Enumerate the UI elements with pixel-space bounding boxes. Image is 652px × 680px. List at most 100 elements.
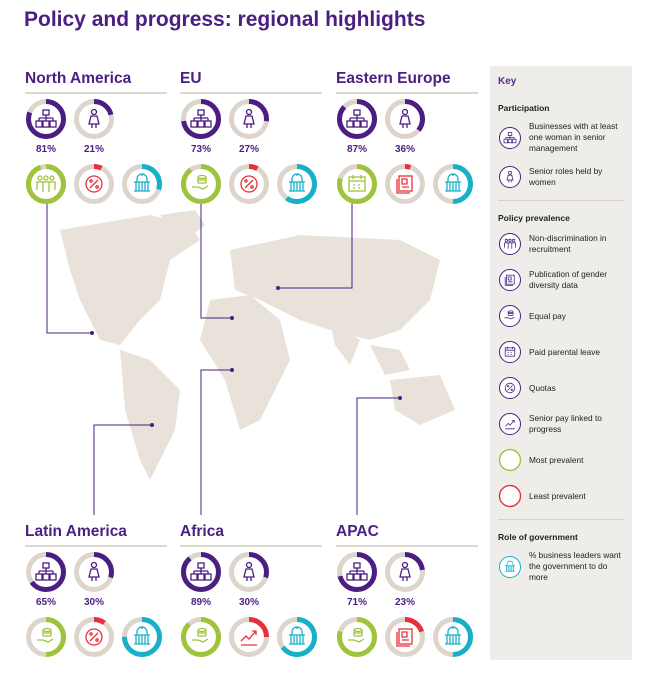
participation-percent: 36% — [394, 144, 415, 155]
participation-ring — [385, 552, 425, 592]
participation-percent: 71% — [346, 597, 367, 608]
ring-fill — [433, 617, 473, 657]
key-item-label: Senior roles held by women — [529, 166, 603, 187]
org-chart-icon — [346, 562, 368, 581]
region-title: North America — [25, 70, 167, 94]
key-government-heading: Role of government — [498, 532, 578, 542]
key-item-label: Senior pay linked to progress — [529, 413, 602, 434]
ring-fill — [74, 99, 114, 139]
participation-ring — [385, 99, 425, 139]
ring-fill — [337, 99, 377, 139]
ring-fill — [337, 552, 377, 592]
region-title: APAC — [336, 523, 478, 547]
policy-ring-most — [337, 164, 377, 204]
participation-percent: 30% — [83, 597, 104, 608]
woman-icon — [243, 561, 255, 581]
people-icon — [36, 175, 56, 192]
policy-ring-most — [337, 617, 377, 657]
calendar-icon — [499, 341, 521, 363]
participation-ring — [74, 552, 114, 592]
ring-fill — [181, 617, 221, 657]
government-icon — [499, 555, 521, 578]
ring-fill — [385, 617, 425, 657]
key-item: % business leaders want the government t… — [498, 550, 624, 583]
ring-fill — [122, 164, 162, 204]
ring-fill — [181, 164, 221, 204]
ring-fill — [122, 617, 162, 657]
ring-fill — [26, 552, 66, 592]
participation-ring — [337, 552, 377, 592]
region-title: EU — [180, 70, 322, 94]
key-title: Key — [498, 76, 517, 87]
woman-icon — [499, 166, 521, 188]
ring-fill — [74, 164, 114, 204]
region-north-america: North America 81% 21% — [25, 70, 167, 210]
key-item-label: Most prevalent — [529, 454, 584, 465]
ring-fill — [26, 99, 66, 139]
woman-icon — [399, 561, 411, 581]
key-participation-heading: Participation — [498, 103, 550, 113]
policy-ring-least — [229, 617, 269, 657]
connector-lines — [46, 195, 400, 515]
key-item: Equal pay — [498, 303, 624, 329]
ring-fill — [229, 617, 269, 657]
participation-percent: 73% — [190, 144, 211, 155]
document-icon — [396, 175, 413, 194]
ring-fill — [433, 164, 473, 204]
ring-fill — [337, 617, 377, 657]
ring-fill — [181, 99, 221, 139]
trend-icon — [240, 630, 257, 646]
key-item: Senior pay linked to progress — [498, 411, 624, 437]
ring-fill — [229, 99, 269, 139]
key-item: Publication of gender diversity data — [498, 267, 624, 293]
key-item: Least prevalent — [498, 483, 624, 509]
policy-ring-government — [122, 164, 162, 204]
participation-ring — [26, 552, 66, 592]
key-policy-heading: Policy prevalence — [498, 213, 570, 223]
org-chart-icon — [499, 126, 521, 149]
participation-ring — [181, 552, 221, 592]
key-item-label: Equal pay — [529, 310, 566, 321]
region-apac: APAC 71% 23% — [336, 523, 478, 663]
equal-pay-icon — [499, 305, 521, 327]
region-eastern-europe: Eastern Europe 87% 36% — [336, 70, 478, 210]
ring-fill — [277, 617, 317, 657]
government-icon — [134, 626, 150, 645]
government-icon — [445, 626, 461, 645]
document-icon — [499, 269, 521, 291]
participation-ring — [337, 99, 377, 139]
policy-ring-least — [385, 164, 425, 204]
key-item: Non-discrimination in recruitment — [498, 231, 624, 257]
participation-percent: 89% — [190, 597, 211, 608]
org-chart-icon — [346, 109, 368, 128]
participation-percent: 81% — [35, 144, 56, 155]
government-icon — [134, 173, 150, 192]
participation-ring — [181, 99, 221, 139]
key-item: Paid parental leave — [498, 339, 624, 365]
region-title: Latin America — [25, 523, 167, 547]
participation-ring — [74, 99, 114, 139]
participation-ring — [229, 552, 269, 592]
policy-ring-most — [181, 617, 221, 657]
key-item: Most prevalent — [498, 447, 624, 473]
ring-fill — [181, 552, 221, 592]
participation-percent: 30% — [238, 597, 259, 608]
participation-percent: 23% — [394, 597, 415, 608]
government-icon — [445, 173, 461, 192]
ring-fill — [277, 164, 317, 204]
key-panel: Key Participation Businesses with at lea… — [490, 66, 632, 660]
calendar-icon — [348, 175, 366, 192]
percent-icon — [85, 175, 103, 193]
region-latin-america: Latin America 65% 30% — [25, 523, 167, 663]
key-item-label: % business leaders want the government t… — [529, 550, 621, 582]
ring-fill — [385, 552, 425, 592]
ring-fill — [229, 552, 269, 592]
policy-ring-most — [26, 164, 66, 204]
ring-fill — [74, 617, 114, 657]
org-chart-icon — [35, 109, 57, 128]
people-icon — [499, 233, 521, 255]
participation-percent: 65% — [35, 597, 56, 608]
ring-fill — [229, 164, 269, 204]
divider — [498, 200, 624, 201]
green-ring-icon — [498, 448, 522, 472]
